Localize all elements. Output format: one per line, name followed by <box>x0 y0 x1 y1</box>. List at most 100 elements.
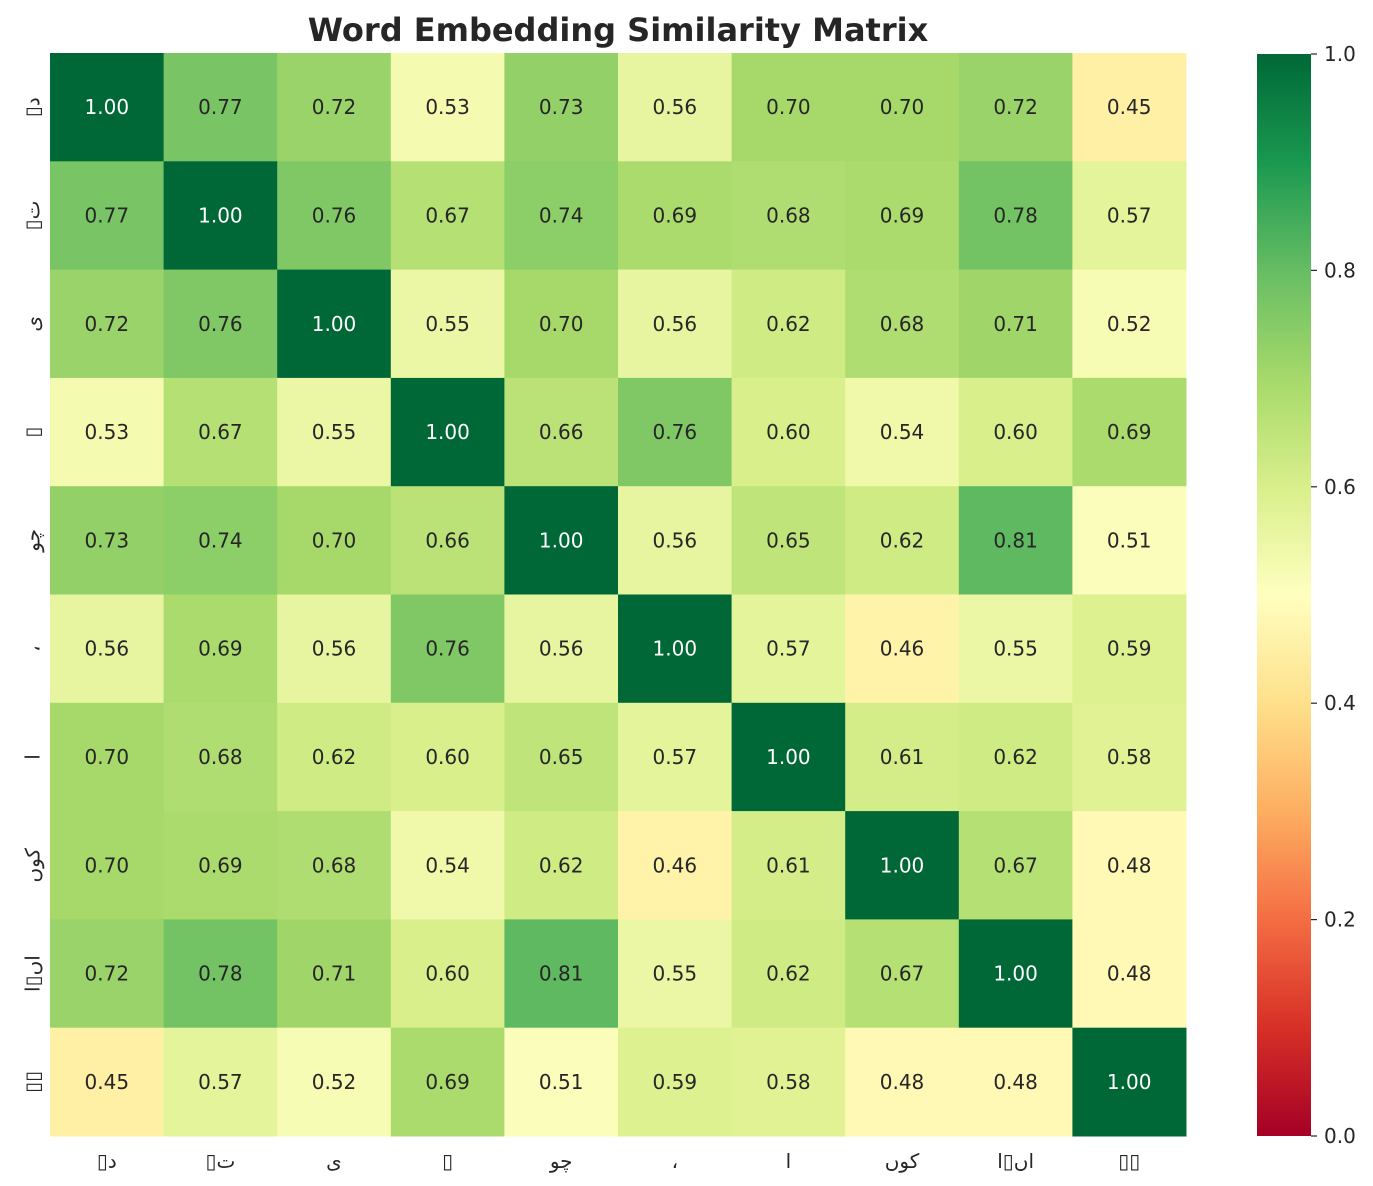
heatmap-cell <box>958 702 1073 812</box>
heatmap-cell <box>277 594 392 704</box>
heatmap-cell <box>958 811 1073 920</box>
cell-value-label: 0.56 <box>312 637 357 661</box>
cell-value-label: 0.70 <box>539 312 584 336</box>
cell-value-label: 1.00 <box>880 853 925 877</box>
cell-value-label: 0.73 <box>539 95 584 119</box>
cell-value-label: 0.48 <box>1107 853 1152 877</box>
x-tick-label: اں▯ا <box>997 1149 1034 1173</box>
heatmap-cell <box>277 161 392 271</box>
cell-value-label: 0.62 <box>993 745 1038 769</box>
heatmap-cell <box>618 161 733 271</box>
y-tick-label: ▯ت <box>21 201 45 231</box>
cell-value-label: 0.60 <box>425 962 470 986</box>
y-tick-label: ا <box>21 754 45 760</box>
heatmap-cell <box>618 594 733 704</box>
cell-value-label: 0.61 <box>880 745 925 769</box>
heatmap-cell <box>504 702 619 812</box>
heatmap-cell <box>1072 702 1187 812</box>
heatmap-cell <box>845 702 960 812</box>
y-tick-label: ▯ <box>21 427 45 438</box>
cell-value-label: 0.59 <box>653 1070 698 1094</box>
heatmap-cell <box>390 594 505 704</box>
heatmap-cell <box>618 1027 733 1137</box>
x-tick-label: چو <box>549 1149 573 1173</box>
cell-value-label: 0.55 <box>993 637 1038 661</box>
cell-value-label: 0.53 <box>85 420 130 444</box>
heatmap-cell <box>50 1027 165 1137</box>
heatmap-cell <box>504 1027 619 1137</box>
heatmap-cell <box>958 161 1073 271</box>
heatmap-cell <box>845 53 960 162</box>
cell-value-label: 0.62 <box>766 312 811 336</box>
cell-value-label: 0.56 <box>653 312 698 336</box>
heatmap-cell <box>731 1027 846 1137</box>
colorbar-tick-label: 0.6 <box>1324 475 1356 499</box>
cell-value-label: 0.48 <box>993 1070 1038 1094</box>
cell-value-label: 0.45 <box>1107 95 1152 119</box>
heatmap-cell <box>163 269 278 379</box>
cell-value-label: 0.76 <box>653 420 698 444</box>
cell-value-label: 0.69 <box>198 637 243 661</box>
heatmap-cell <box>1072 919 1187 1029</box>
cell-value-label: 0.71 <box>312 962 357 986</box>
heatmap-cell <box>163 811 278 920</box>
heatmap-cell <box>277 486 392 595</box>
heatmap-cell <box>163 919 278 1029</box>
heatmap-cell <box>390 811 505 920</box>
cell-value-label: 0.48 <box>1107 962 1152 986</box>
colorbar-gradient <box>1257 54 1311 1136</box>
y-tick-label: ▯د <box>21 97 45 117</box>
heatmap-cells: 1.00 0.77 0.72 0.53 0.73 0.56 0.70 0.70 0.72 0.45… <box>50 53 1187 1137</box>
y-tick-label: کوں <box>21 848 45 883</box>
cell-value-label: 0.67 <box>993 853 1038 877</box>
heatmap-cell <box>504 594 619 704</box>
cell-value-label: 0.51 <box>1107 528 1152 552</box>
heatmap-cell <box>1072 53 1187 162</box>
cell-value-label: 0.66 <box>539 420 584 444</box>
colorbar-tick-labels: 0.0 0.2 0.4 0.6 0.8 1.0 <box>1311 42 1356 1148</box>
heatmap-cell <box>958 486 1073 595</box>
heatmap-cell <box>390 702 505 812</box>
heatmap-cell <box>390 1027 505 1137</box>
heatmap-cell <box>277 1027 392 1137</box>
cell-value-label: 0.52 <box>1107 312 1152 336</box>
heatmap-cell <box>163 161 278 271</box>
cell-value-label: 0.72 <box>312 95 357 119</box>
cell-value-label: 0.70 <box>766 95 811 119</box>
x-tick-label: ▯▯ <box>1118 1149 1140 1173</box>
heatmap-cell <box>1072 486 1187 595</box>
y-tick-label: ، <box>21 645 45 651</box>
cell-value-label: 0.76 <box>425 637 470 661</box>
cell-value-label: 1.00 <box>1107 1070 1152 1094</box>
cell-value-label: 0.78 <box>993 203 1038 227</box>
heatmap-cell <box>390 161 505 271</box>
cell-value-label: 0.62 <box>880 528 925 552</box>
cell-value-label: 0.62 <box>766 962 811 986</box>
cell-value-label: 0.77 <box>198 95 243 119</box>
cell-value-label: 0.70 <box>880 95 925 119</box>
heatmap-cell <box>845 377 960 487</box>
heatmap-cell <box>958 919 1073 1029</box>
cell-value-label: 0.67 <box>425 203 470 227</box>
x-tick-label: ی <box>326 1149 342 1173</box>
heatmap-cell <box>277 919 392 1029</box>
colorbar-tick-label: 1.0 <box>1324 42 1356 66</box>
cell-value-label: 0.56 <box>653 95 698 119</box>
heatmap-cell <box>618 269 733 379</box>
heatmap-cell <box>163 594 278 704</box>
heatmap-cell <box>163 486 278 595</box>
cell-value-label: 1.00 <box>425 420 470 444</box>
heatmap-cell <box>504 161 619 271</box>
heatmap-cell <box>731 702 846 812</box>
cell-value-label: 0.69 <box>425 1070 470 1094</box>
cell-value-label: 0.60 <box>425 745 470 769</box>
cell-value-label: 0.74 <box>539 203 584 227</box>
cell-value-label: 0.71 <box>993 312 1038 336</box>
heatmap-cell <box>618 919 733 1029</box>
heatmap-cell <box>845 811 960 920</box>
heatmap-cell <box>50 377 165 487</box>
cell-value-label: 0.55 <box>312 420 357 444</box>
cell-value-label: 0.55 <box>425 312 470 336</box>
y-axis-tick-labels: ▯د ▯ت ی ▯ چو ، ا کوں اں▯ا ▯▯ <box>21 97 45 1093</box>
y-tick-label: ی <box>21 316 45 332</box>
